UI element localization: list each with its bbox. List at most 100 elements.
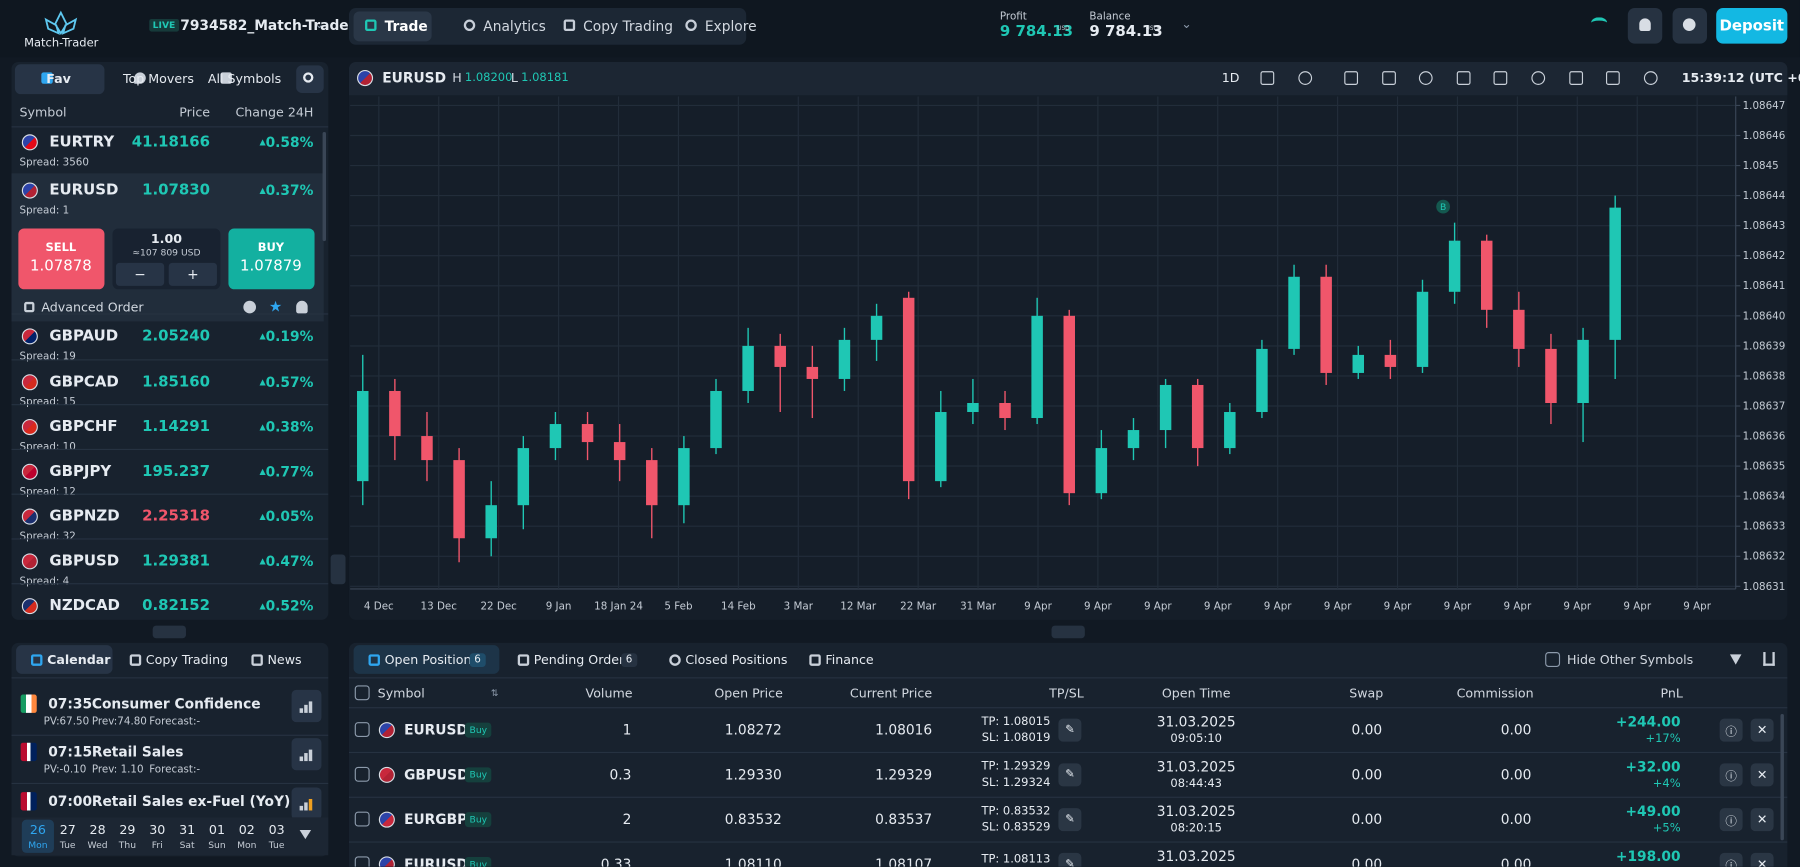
buy-price[interactable]: 1.07879: [240, 257, 302, 275]
icon[interactable]: [354, 685, 370, 701]
icon[interactable]: [354, 766, 370, 782]
hide-other-label[interactable]: Hide Other Symbols: [1566, 652, 1694, 668]
day-name[interactable]: Wed: [87, 839, 108, 851]
icon[interactable]: [354, 811, 370, 827]
symbol[interactable]: NZDCAD: [49, 597, 120, 615]
watchlist-tab[interactable]: All Symbols: [207, 71, 282, 87]
positions-tab[interactable]: Pending Orders: [533, 652, 631, 668]
day-name[interactable]: Tue: [268, 839, 285, 851]
plus-label[interactable]: +: [187, 266, 199, 283]
day-name[interactable]: Mon: [237, 839, 257, 851]
day-number[interactable]: 29: [119, 822, 136, 838]
icon[interactable]: [1260, 71, 1275, 85]
icon[interactable]: [1531, 71, 1546, 85]
watchlist-tab[interactable]: Fav: [46, 71, 71, 87]
close-button[interactable]: [1750, 763, 1774, 787]
plus-button[interactable]: [168, 262, 217, 286]
close-button[interactable]: [1750, 718, 1774, 742]
info-button[interactable]: [1719, 852, 1743, 867]
day-number[interactable]: 26: [29, 822, 46, 838]
icon[interactable]: [1344, 71, 1359, 85]
sell-price[interactable]: 1.07878: [29, 257, 92, 275]
spread: Spread: 9: [19, 621, 70, 633]
day-number[interactable]: 02: [238, 822, 255, 838]
symbol[interactable]: GBPUSD: [49, 552, 120, 570]
flag: [20, 694, 37, 713]
day-name[interactable]: Sat: [179, 839, 195, 851]
info-button[interactable]: [1719, 763, 1743, 787]
edit-button[interactable]: [1058, 852, 1082, 867]
minus-label[interactable]: −: [134, 266, 146, 283]
minus-button[interactable]: [115, 262, 165, 286]
symbol[interactable]: GBPNZD: [49, 507, 120, 526]
info-button[interactable]: [1719, 718, 1743, 742]
symbol[interactable]: GBPAUD: [49, 327, 119, 345]
edit-button[interactable]: [1058, 808, 1082, 832]
positions-tab[interactable]: Finance: [825, 652, 874, 668]
icon[interactable]: [1643, 71, 1658, 85]
close-button[interactable]: [1750, 808, 1774, 832]
candle-body: [1256, 348, 1268, 413]
icon[interactable]: [1763, 652, 1775, 666]
edit-button[interactable]: [1058, 763, 1082, 787]
timeframe[interactable]: 1D: [1221, 70, 1240, 86]
icon[interactable]: [1382, 71, 1396, 85]
icon[interactable]: [1605, 71, 1620, 85]
low-label: L: [510, 70, 518, 86]
day-name[interactable]: Thu: [118, 839, 137, 851]
calendar-tab[interactable]: Calendar: [47, 652, 111, 668]
close-button[interactable]: [1750, 852, 1774, 867]
icon[interactable]: [1456, 71, 1471, 85]
day-number[interactable]: 28: [89, 822, 106, 838]
day-number[interactable]: 30: [149, 822, 166, 838]
icon[interactable]: [1418, 71, 1433, 85]
day-number[interactable]: 27: [59, 822, 76, 838]
swap: 0.00: [1351, 722, 1383, 739]
candle-body: [581, 424, 594, 443]
candle-body: [453, 460, 465, 539]
day-name[interactable]: Sun: [208, 839, 226, 851]
symbol[interactable]: EURTRY: [49, 133, 115, 151]
day-name[interactable]: Fri: [151, 839, 163, 851]
nav-item[interactable]: Copy Trading: [583, 18, 674, 35]
sell-button[interactable]: [18, 228, 105, 290]
deposit-label[interactable]: Deposit: [1719, 17, 1785, 36]
positions-tab[interactable]: Closed Positions: [685, 652, 788, 668]
icon[interactable]: [354, 722, 370, 737]
symbol[interactable]: GBPJPY: [49, 463, 112, 481]
watchlist-tab[interactable]: Top Movers: [122, 71, 194, 87]
nav-item[interactable]: Trade: [384, 18, 428, 35]
day-name[interactable]: Tue: [59, 839, 76, 851]
icon[interactable]: [1298, 71, 1313, 85]
info-button[interactable]: [1719, 808, 1743, 832]
buy-button[interactable]: [228, 228, 315, 290]
nav-item[interactable]: Explore: [704, 18, 757, 35]
symbol[interactable]: GBPCHF: [49, 418, 118, 436]
icon: [563, 19, 576, 31]
positions-tab[interactable]: Open Positions: [384, 652, 479, 668]
day-number[interactable]: 01: [208, 822, 225, 838]
day-number[interactable]: 03: [268, 822, 285, 838]
symbol[interactable]: GBPCAD: [49, 373, 119, 391]
icon[interactable]: [1569, 71, 1584, 85]
day-name[interactable]: Mon: [28, 839, 48, 851]
icon[interactable]: [1729, 654, 1742, 665]
deposit-button[interactable]: [1716, 8, 1788, 44]
calendar-tab[interactable]: Copy Trading: [145, 652, 229, 668]
icon[interactable]: [1493, 71, 1508, 85]
account-name[interactable]: 7934582_Match-Trader: [180, 17, 356, 34]
buy-label[interactable]: BUY: [257, 241, 285, 255]
icon[interactable]: [354, 856, 370, 867]
candle-body: [613, 442, 626, 461]
sell-label[interactable]: SELL: [45, 241, 77, 255]
icon[interactable]: [1545, 652, 1561, 667]
calendar-tab[interactable]: News: [267, 652, 302, 668]
edit-button[interactable]: [1058, 718, 1082, 742]
day-number[interactable]: 31: [179, 822, 196, 838]
swap: 0.00: [1351, 811, 1383, 828]
nav-item[interactable]: Analytics: [483, 18, 546, 35]
symbol[interactable]: EURUSD: [49, 181, 119, 200]
divider: [11, 404, 329, 406]
advanced-order[interactable]: Advanced Order: [41, 300, 144, 316]
icon: [299, 756, 304, 762]
